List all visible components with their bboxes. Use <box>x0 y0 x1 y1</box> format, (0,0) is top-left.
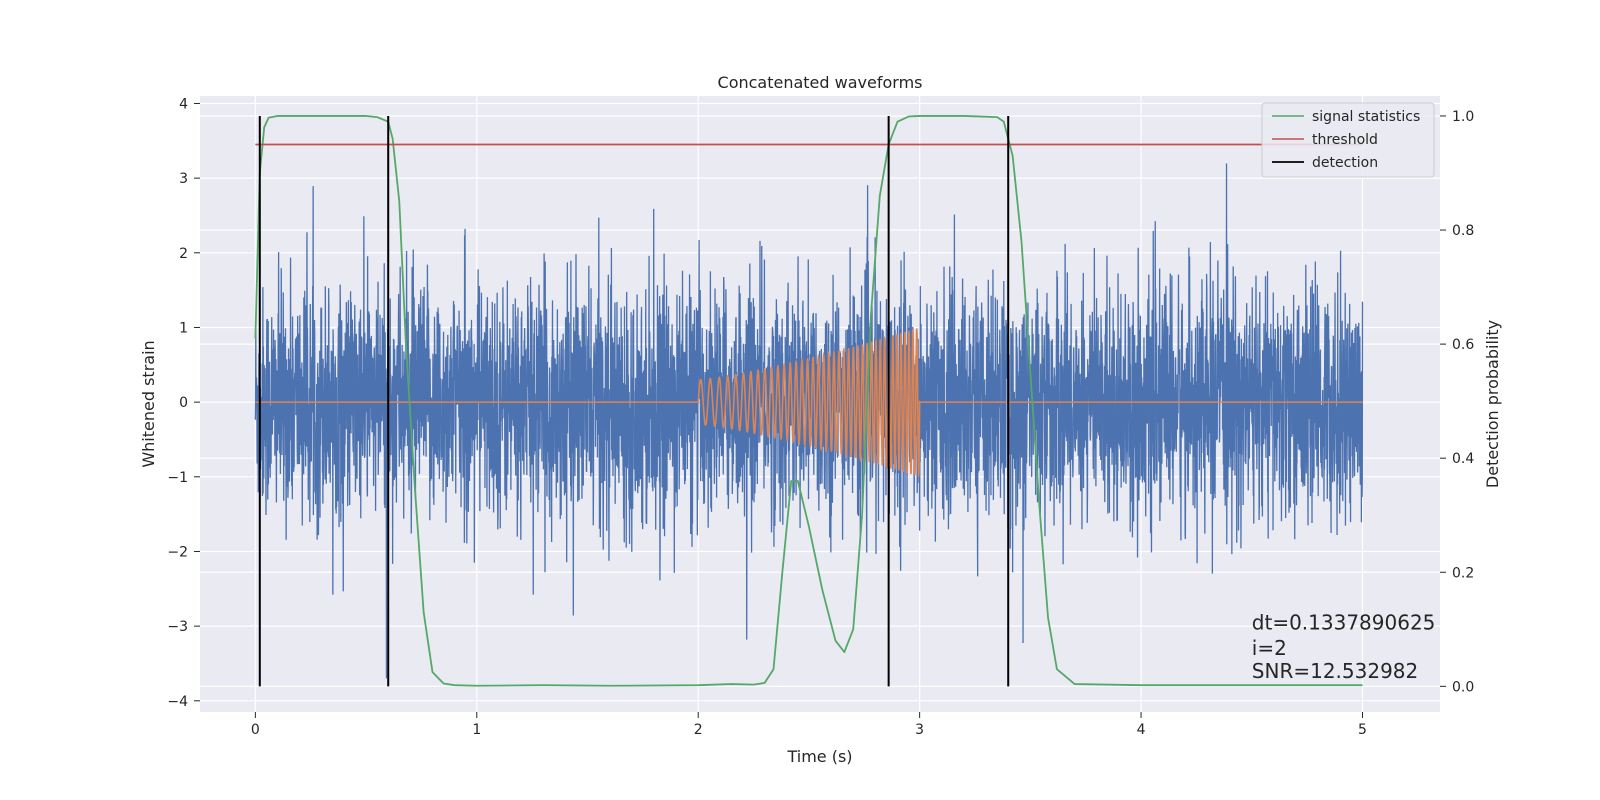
probability-series <box>254 115 1363 687</box>
axis-ticks: 0 1 2 3 4 5 −4 −3 −2 −1 0 1 2 3 4 0.0 0.2 0.4 0.6 0.8 1.0 <box>167 96 1474 738</box>
y-tick-label: −2 <box>167 544 188 560</box>
legend-label-signal-statistics: signal statistics <box>1312 109 1420 125</box>
x-axis-label: Time (s) <box>786 747 852 766</box>
x-tick-label: 4 <box>1137 722 1146 738</box>
legend-label-detection: detection <box>1312 155 1378 171</box>
y-tick-label: 3 <box>179 171 188 187</box>
y-tick-label: 1 <box>179 320 188 336</box>
legend-box <box>1261 102 1435 178</box>
legend: signal statistics threshold detection <box>1261 102 1435 178</box>
x-tick-label: 2 <box>694 722 703 738</box>
y-axis-label: Whitened strain <box>139 340 158 467</box>
x-tick-label: 3 <box>915 722 924 738</box>
y2-tick-label: 0.2 <box>1452 565 1474 581</box>
chirp-line <box>255 328 1363 477</box>
signal-statistics-line <box>254 115 1363 687</box>
annotation-text: SNR=12.532982 <box>1252 659 1418 683</box>
y-tick-label: 4 <box>179 96 188 112</box>
y-tick-label: 2 <box>179 246 188 262</box>
x-tick-label: 5 <box>1358 722 1367 738</box>
chart-title: Concatenated waveforms <box>718 73 923 92</box>
y-tick-label: −3 <box>167 619 188 635</box>
y2-tick-label: 0.4 <box>1452 451 1474 467</box>
annotation-text: i=2 <box>1252 636 1287 660</box>
y-tick-label: 0 <box>179 395 188 411</box>
y-tick-label: −1 <box>167 470 188 486</box>
x-tick-label: 0 <box>251 722 260 738</box>
detection-lines <box>258 115 1010 687</box>
annotation-text: dt=0.1337890625 <box>1252 610 1436 634</box>
y2-tick-label: 0.8 <box>1452 223 1474 239</box>
y2-tick-label: 0.0 <box>1452 679 1474 695</box>
chirp-series <box>255 328 1363 477</box>
legend-label-threshold: threshold <box>1312 132 1378 148</box>
y2-axis-label: Detection probability <box>1483 320 1502 488</box>
x-tick-label: 1 <box>472 722 481 738</box>
y-tick-label: −4 <box>167 694 188 710</box>
y2-tick-label: 1.0 <box>1452 109 1474 125</box>
y2-tick-label: 0.6 <box>1452 337 1474 353</box>
